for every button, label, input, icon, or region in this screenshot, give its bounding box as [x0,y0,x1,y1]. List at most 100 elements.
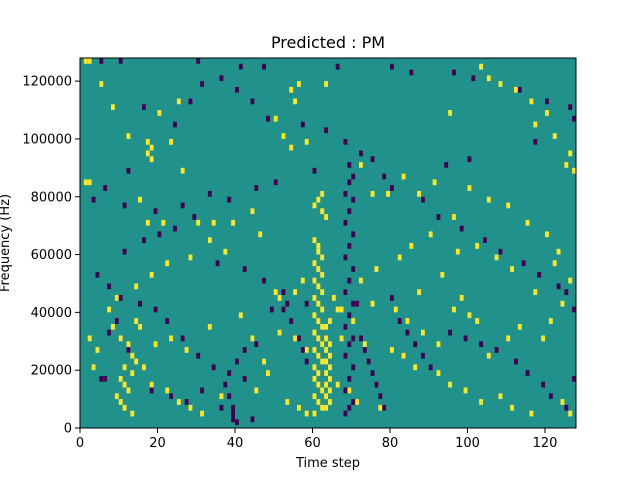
heatmap-cell-low [374,381,379,388]
heatmap-cell-low [180,202,185,209]
heatmap-cell-low [343,219,348,226]
heatmap-cell-low [324,127,329,134]
heatmap-cell-high [320,208,325,215]
heatmap-cell-high [324,323,329,330]
heatmap-cell-high [510,266,515,272]
heatmap-cell-high [324,81,329,87]
y-axis-label: Frequency (Hz) [0,194,13,292]
y-axis: 0 20000 40000 60000 80000 100000 120000 [22,75,80,437]
heatmap-cell-low [200,387,205,394]
heatmap-cell-high [188,404,193,411]
heatmap-cell-high [328,387,332,394]
heatmap-cell-high [552,133,557,139]
heatmap-cell-low [471,75,476,82]
heatmap-cell-low [351,266,356,272]
heatmap-cell-low [200,81,205,87]
heatmap-cell-low [304,300,309,307]
heatmap-cell-high [545,231,549,238]
heatmap-cell-high [312,237,317,243]
heatmap-cell-high [91,364,96,371]
heatmap-cell-high [161,219,166,226]
heatmap-cell-high [87,335,92,342]
heatmap-cell-low [335,63,340,70]
heatmap-cell-high [401,173,406,180]
heatmap-cell-high [312,277,317,284]
heatmap-cell-low [436,214,441,220]
heatmap-cell-low [525,370,530,376]
heatmap-cell-high [316,335,321,342]
heatmap-cell-high [258,231,263,238]
heatmap-cell-low [545,98,549,105]
heatmap-cell-high [126,387,131,394]
y-tick-label: 40000 [31,306,72,321]
heatmap-cell-low [572,115,577,122]
heatmap-cell-high [277,329,282,336]
heatmap-cell-low [459,225,464,232]
heatmap-cell-low [413,341,418,348]
heatmap-cell-high [312,329,317,336]
heatmap-cell-high [533,121,538,128]
heatmap-cell-low [421,352,425,359]
x-axis: 0 20 40 60 80 100 120 [76,428,557,451]
heatmap-cell-low [192,214,197,220]
heatmap-cell-high [347,387,352,394]
heatmap-cell-low [273,179,278,186]
chart-title: Predicted : PM [271,33,385,52]
y-tick-label: 60000 [31,248,72,263]
heatmap-cell-high [300,277,305,284]
heatmap-cell-high [568,410,573,417]
heatmap-cell-high [273,289,278,296]
heatmap-cell-high [552,260,557,267]
heatmap-cell-high [324,370,329,376]
heatmap-cell-low [533,138,538,145]
y-tick-label: 120000 [22,75,72,90]
heatmap-cell-high [378,404,383,411]
heatmap-cell-high [134,358,139,365]
heatmap-cell-high [238,312,243,319]
heatmap-cell-high [134,318,139,324]
heatmap-cell-high [525,219,530,226]
heatmap-cell-low [347,162,352,168]
heatmap-cell-low [157,231,162,238]
heatmap-cell-high [250,335,255,342]
heatmap-cell-high [165,387,170,394]
heatmap-cell-high [176,399,181,405]
y-tick-label: 20000 [31,364,72,379]
heatmap-cell-high [312,410,317,417]
heatmap-cell-high [134,283,139,290]
heatmap-cell-high [254,387,259,394]
heatmap-cell-high [320,190,325,197]
heatmap-cell-low [521,260,526,267]
heatmap-cell-high [316,248,321,255]
heatmap-cell-high [111,104,115,111]
heatmap-cell-high [219,393,224,400]
heatmap-cell-high [448,110,453,116]
heatmap-cell-low [173,121,177,128]
heatmap-cell-high [122,381,127,388]
heatmap-cell-low [390,185,394,191]
heatmap-cell-high [316,300,321,307]
heatmap-cell-low [173,225,177,232]
heatmap-cell-low [463,335,468,342]
heatmap-cell-high [428,231,433,238]
heatmap-cell-high [479,63,484,70]
heatmap-cell-high [184,347,189,353]
heatmap-cell-low [254,341,259,348]
heatmap-cells [83,58,577,426]
heatmap-cell-high [467,312,472,319]
heatmap-cell-high [312,364,317,371]
heatmap-cell-low [180,335,185,342]
heatmap-cell-high [390,347,394,353]
heatmap-cell-low [266,115,270,122]
heatmap-cell-high [452,306,456,313]
heatmap-cell-low [359,335,363,342]
heatmap-cell-high [293,289,298,296]
heatmap-cell-high [556,248,561,255]
heatmap-cell-low [347,375,352,382]
heatmap-cell-low [343,289,348,296]
heatmap-cell-low [95,271,100,278]
heatmap-cell-low [382,173,387,180]
heatmap-cell-high [130,410,135,417]
heatmap-cell-high [475,243,480,249]
heatmap-cell-high [320,387,325,394]
